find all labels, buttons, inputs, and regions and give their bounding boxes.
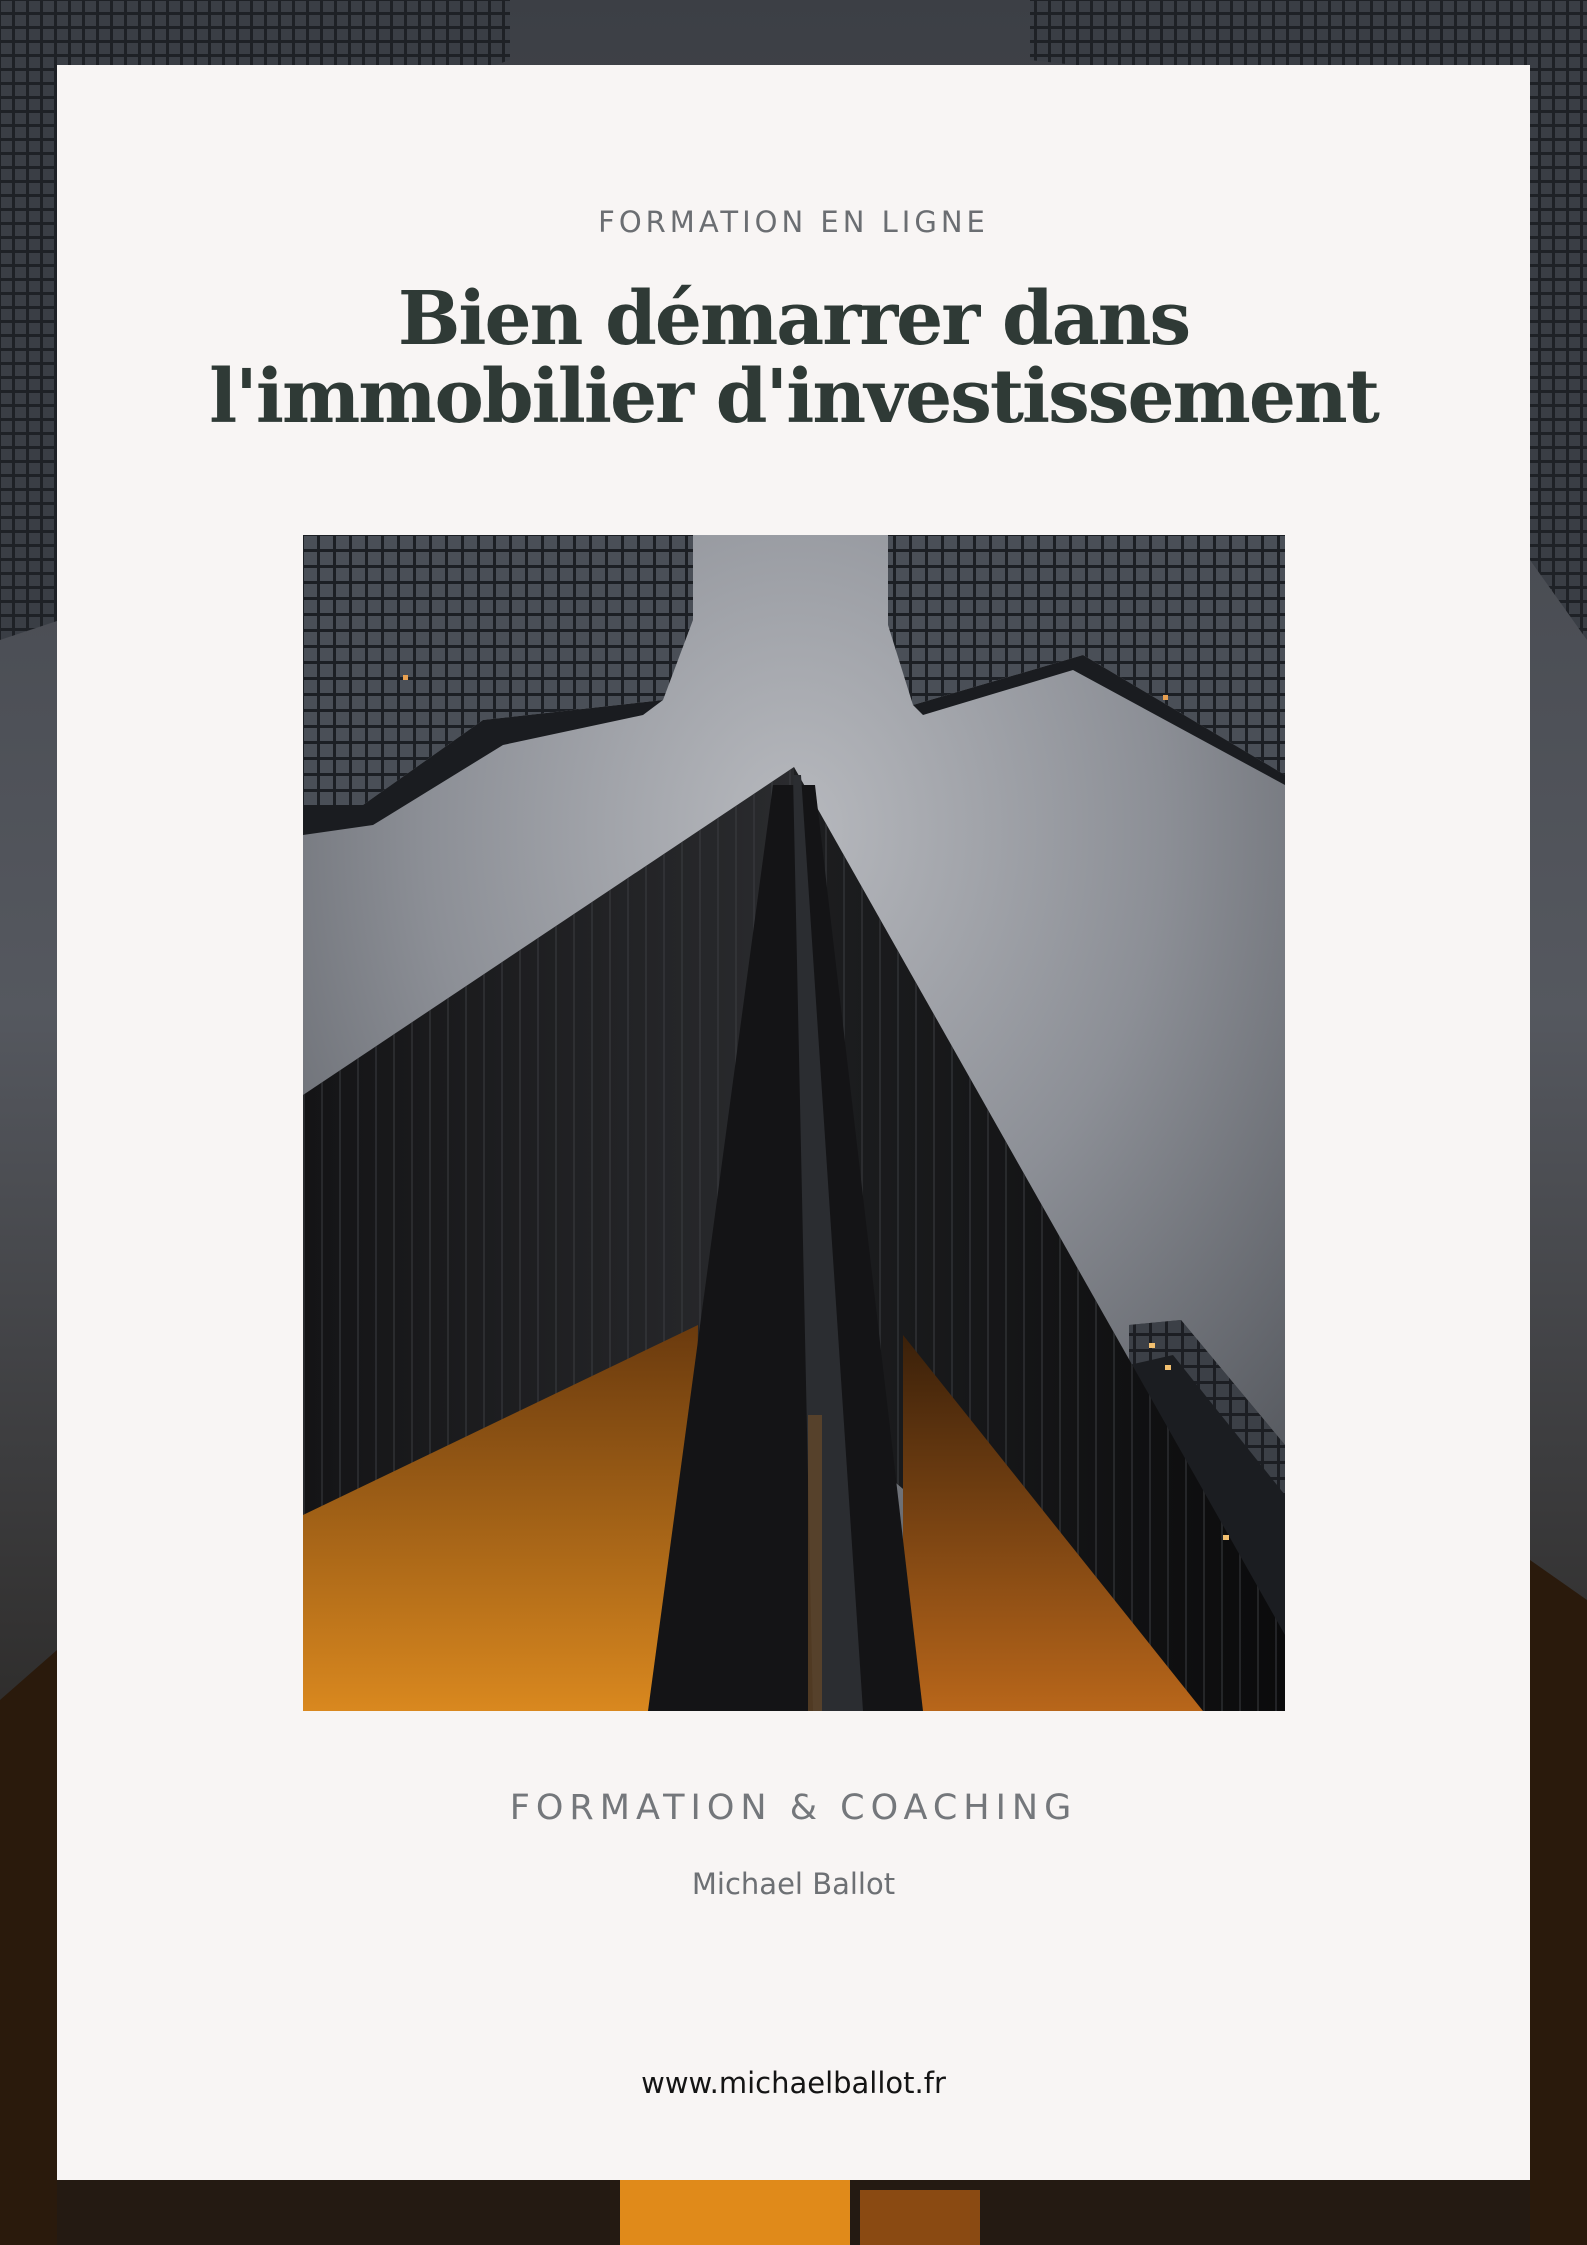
cover-card: FORMATION EN LIGNE Bien démarrer dans l'… (57, 65, 1530, 2180)
tagline: FORMATION & COACHING (509, 1788, 1078, 1828)
author-name: Michael Ballot (691, 1867, 896, 1901)
hero-photo (303, 535, 1285, 1711)
cover-title-line-2: l'immobilier d'investissement (209, 354, 1380, 440)
cover-title-line-1: Bien démarrer dans (397, 276, 1191, 362)
eyebrow-label: FORMATION EN LIGNE (598, 205, 989, 239)
website-link[interactable]: www.michaelballot.fr (641, 2066, 946, 2100)
cover-title: Bien démarrer dans l'immobilier d'invest… (57, 280, 1530, 436)
